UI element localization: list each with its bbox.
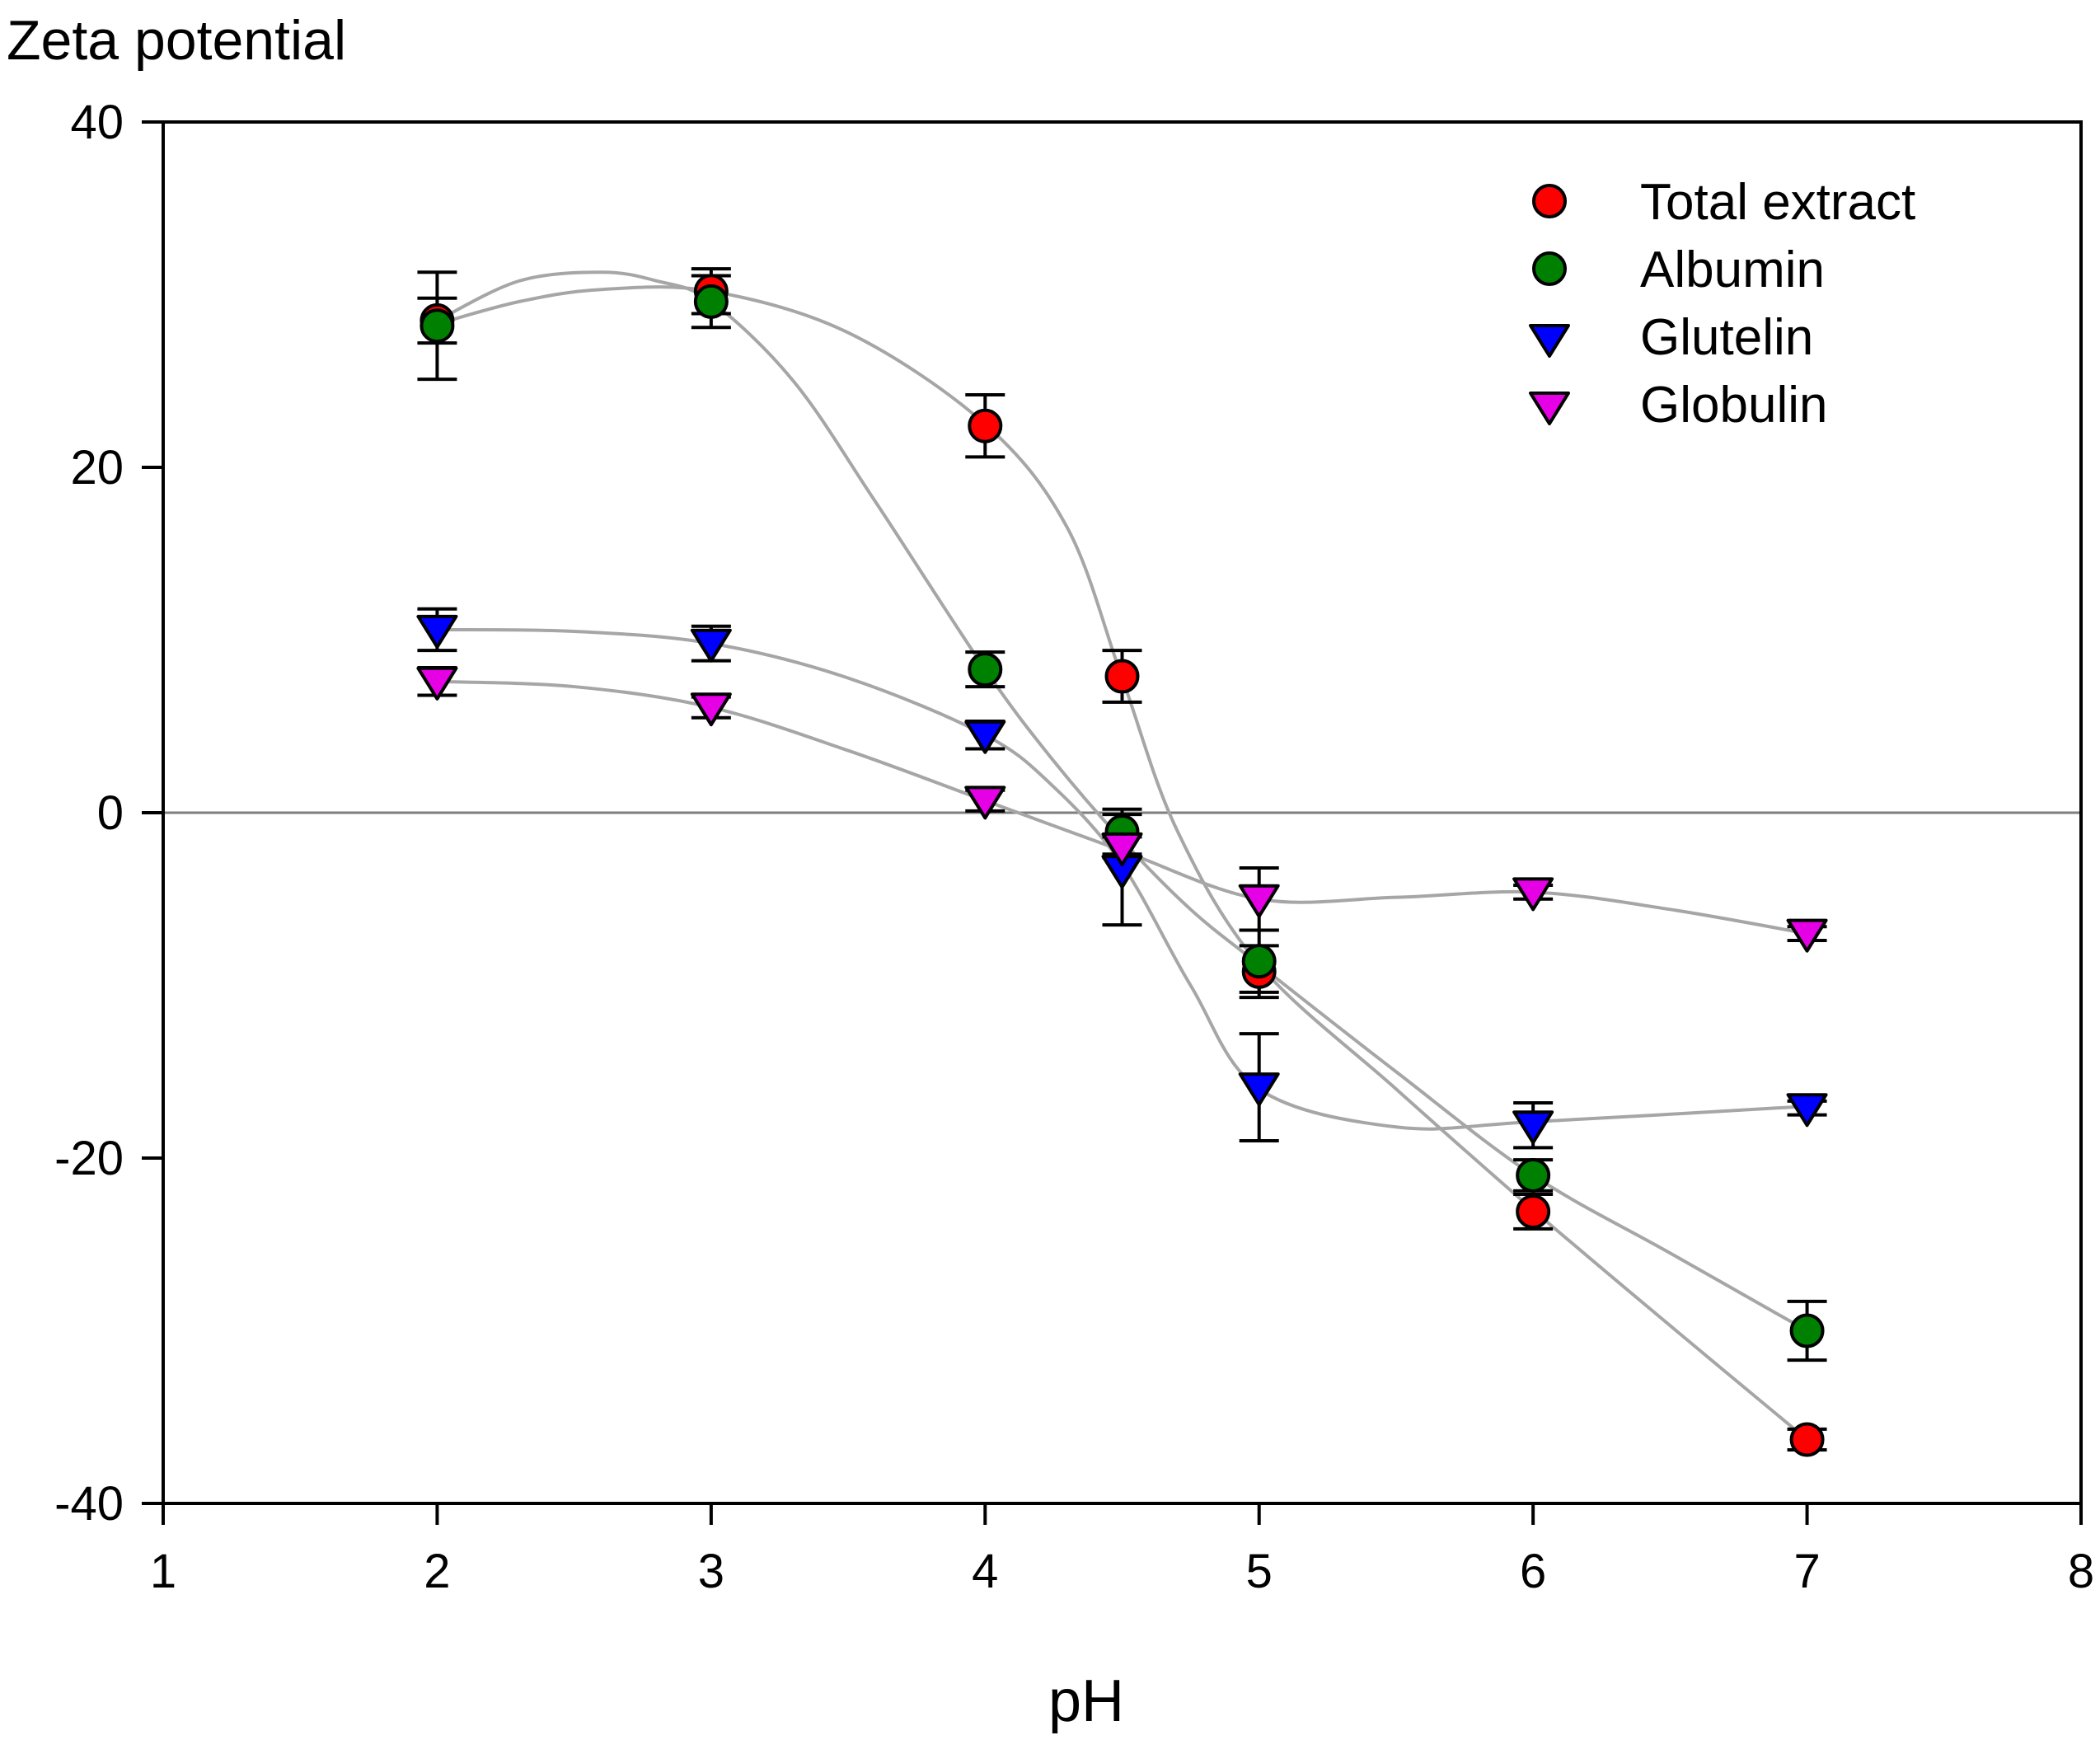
point-albumin-6 [1789, 1313, 1825, 1348]
plot-frame [162, 120, 2083, 1505]
point-glutelin-1 [690, 628, 732, 663]
x-tick-label-6: 6 [1520, 1545, 1546, 1598]
point-total-extract-6 [1789, 1422, 1825, 1457]
legend-item-glutelin: Glutelin [1529, 309, 1813, 366]
x-tick-label-5: 5 [1246, 1545, 1273, 1598]
x-tick-label-8: 8 [2068, 1545, 2094, 1598]
legend-label-glutelin: Glutelin [1640, 309, 1813, 366]
point-globulin-1 [690, 692, 732, 727]
y-tick-label--20: -20 [54, 1132, 124, 1185]
legend-marker-total-extract [1532, 184, 1567, 218]
curve-albumin [436, 270, 1808, 1333]
point-albumin-4 [1241, 944, 1277, 979]
point-total-extract-3 [1104, 659, 1140, 694]
y-tick-label-40: 40 [70, 96, 124, 149]
point-globulin-3 [1101, 832, 1143, 866]
legend-marker-glutelin [1529, 324, 1570, 358]
y-tick-label-0: 0 [97, 786, 124, 840]
point-albumin-5 [1516, 1157, 1551, 1193]
legend-marker-globulin [1529, 392, 1570, 425]
point-total-extract-5 [1516, 1194, 1551, 1229]
legend-marker-albumin [1532, 251, 1567, 286]
y-tick-label--40: -40 [54, 1477, 124, 1531]
chart-title: Zeta potential [7, 9, 346, 72]
x-tick-label-3: 3 [698, 1545, 724, 1598]
point-globulin-2 [964, 786, 1006, 820]
axis-ticks: 1 2 3 4 5 6 7 8 40 20 0 -20 -40 [54, 96, 2094, 1598]
legend-item-albumin: Albumin [1532, 242, 1825, 298]
x-tick-label-1: 1 [150, 1545, 176, 1598]
legend-label-globulin: Globulin [1640, 377, 1827, 434]
y-tick-label-20: 20 [70, 441, 124, 495]
x-axis-label: pH [1048, 1668, 1124, 1734]
legend-label-albumin: Albumin [1640, 242, 1825, 298]
point-albumin-1 [693, 284, 729, 319]
point-globulin-5 [1512, 877, 1554, 912]
point-albumin-0 [420, 308, 455, 344]
point-globulin-0 [416, 666, 458, 701]
x-tick-label-7: 7 [1793, 1545, 1820, 1598]
point-glutelin-6 [1786, 1093, 1828, 1128]
point-glutelin-4 [1238, 1072, 1280, 1107]
legend-item-globulin: Globulin [1529, 377, 1827, 434]
data-markers [416, 274, 1828, 1457]
legend-item-total-extract: Total extract [1532, 174, 1915, 231]
point-glutelin-5 [1512, 1110, 1554, 1145]
legend: Total extract Albumin Glutelin Globulin [1529, 174, 1915, 434]
x-tick-label-4: 4 [972, 1545, 998, 1598]
point-glutelin-0 [416, 614, 458, 649]
point-globulin-4 [1238, 884, 1280, 918]
point-globulin-6 [1786, 918, 1828, 953]
legend-label-total-extract: Total extract [1640, 174, 1915, 231]
point-albumin-2 [968, 652, 1003, 687]
point-glutelin-2 [964, 720, 1006, 754]
point-total-extract-2 [968, 408, 1003, 443]
x-tick-label-2: 2 [424, 1545, 450, 1598]
